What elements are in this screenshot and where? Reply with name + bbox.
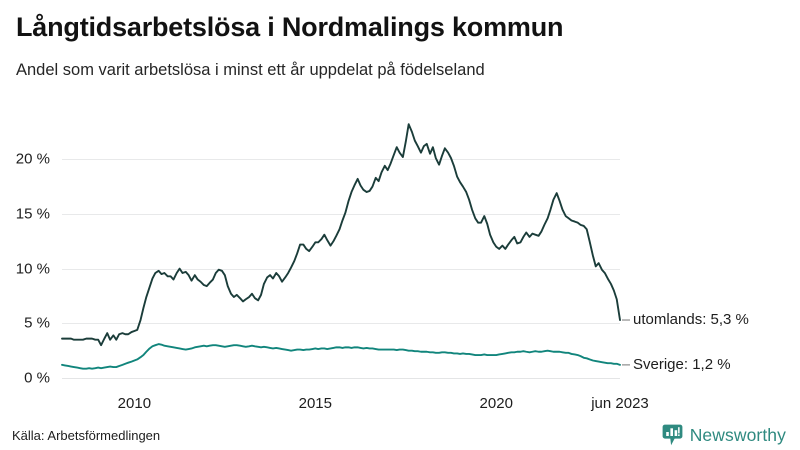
source-note: Källa: Arbetsförmedlingen bbox=[12, 428, 161, 443]
y-axis-tick-label: 10 % bbox=[16, 260, 50, 277]
y-axis-tick-label: 0 % bbox=[24, 369, 50, 386]
y-axis-ticks: 0 % 5 % 10 % 15 % 20 % bbox=[16, 150, 50, 386]
newsworthy-logo[interactable]: Newsworthy bbox=[662, 424, 786, 446]
series-label-utomlands: utomlands: 5,3 % bbox=[633, 311, 749, 328]
chart-plot-area: 0 % 5 % 10 % 15 % 20 % 2010 2015 2020 jun 2023 … bbox=[0, 100, 800, 415]
logo-wordmark: Newsworthy bbox=[689, 424, 786, 445]
line-chart-svg: 0 %5 %10 %15 %20 % 2010 2015 2020 jun 2023 … bbox=[16, 123, 749, 412]
x-axis-tick-label: 2020 bbox=[480, 395, 513, 412]
y-axis-tick-label: 15 % bbox=[16, 205, 50, 222]
x-axis-ticks: 2010 2015 2020 jun 2023 bbox=[118, 395, 649, 412]
y-axis-tick-label: 20 % bbox=[16, 150, 50, 167]
x-axis-tick-label: jun 2023 bbox=[590, 395, 649, 412]
chart-header: Långtidsarbetslösa i Nordmalings kommun … bbox=[16, 10, 786, 81]
series-line-utomlands bbox=[61, 123, 621, 347]
page-title: Långtidsarbetslösa i Nordmalings kommun bbox=[16, 12, 564, 42]
series-end-labels: utomlands: 5,3 % Sverige: 1,2 % bbox=[622, 311, 749, 373]
chart-subtitle: Andel som varit arbetslösa i minst ett å… bbox=[16, 61, 485, 79]
gridlines bbox=[62, 159, 620, 379]
x-axis-tick-label: 2015 bbox=[299, 395, 332, 412]
series-label-sverige: Sverige: 1,2 % bbox=[633, 356, 731, 373]
x-axis-tick-label: 2010 bbox=[118, 395, 151, 412]
series-line-sverige bbox=[61, 343, 621, 370]
y-axis-tick-label: 5 % bbox=[24, 314, 50, 331]
newsworthy-bar-chart-pin-icon bbox=[662, 424, 683, 446]
data-series bbox=[61, 123, 621, 370]
